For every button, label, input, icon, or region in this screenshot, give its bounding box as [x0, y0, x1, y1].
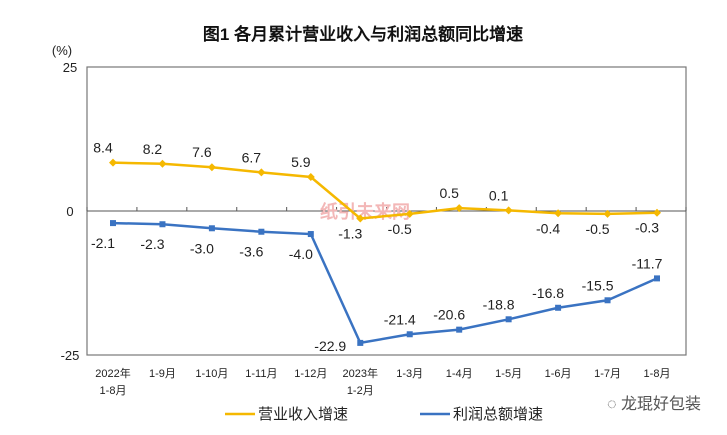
data-label: -22.9 — [314, 338, 346, 354]
data-label: -4.0 — [289, 246, 313, 262]
x-tick-label: 1-5月 — [495, 368, 522, 380]
data-point — [604, 297, 611, 304]
data-point — [159, 221, 166, 228]
data-label: 7.6 — [192, 144, 212, 160]
data-point — [456, 326, 463, 333]
data-label: 0.5 — [439, 185, 459, 201]
data-point — [554, 209, 563, 218]
x-tick-label: 1-6月 — [545, 368, 572, 380]
data-point — [208, 225, 215, 232]
data-point — [357, 339, 364, 346]
y-tick-label: -25 — [61, 348, 80, 363]
data-point — [257, 168, 266, 177]
data-point — [555, 304, 562, 311]
data-label: -0.4 — [536, 220, 560, 236]
chart-title: 图1 各月累计营业收入与利润总额同比增速 — [203, 24, 523, 44]
x-tick-label: 1-3月 — [396, 368, 423, 380]
data-label: -0.5 — [388, 221, 412, 237]
data-point — [110, 220, 116, 227]
x-tick-label: 1-9月 — [149, 368, 176, 380]
data-point — [158, 159, 167, 168]
data-point — [455, 204, 464, 213]
data-label: -15.5 — [582, 277, 614, 293]
x-tick-label: 1-7月 — [594, 368, 621, 380]
data-label: -0.3 — [635, 220, 659, 236]
data-label: -20.6 — [433, 307, 465, 323]
data-label: -2.3 — [140, 236, 164, 252]
data-label: -1.3 — [338, 225, 362, 241]
data-label: -3.6 — [239, 244, 263, 260]
x-tick-label: 1-8月 — [644, 368, 671, 380]
data-point — [356, 214, 365, 223]
data-point — [653, 208, 661, 217]
data-label: 8.4 — [93, 140, 113, 156]
data-point — [504, 206, 513, 215]
legend-label: 利润总额增速 — [453, 406, 543, 423]
x-tick-label: 2023年 — [343, 366, 378, 380]
data-label: 6.7 — [242, 149, 262, 165]
data-point — [405, 209, 414, 218]
x-tick-label: 1-4月 — [446, 368, 473, 380]
x-tick-label: 1-8月 — [100, 385, 127, 397]
data-label: -18.8 — [483, 296, 515, 312]
y-axis-label: (%) — [52, 43, 72, 58]
data-label: 8.2 — [143, 141, 163, 157]
x-tick-label: 1-2月 — [347, 385, 374, 397]
series-line-2 — [112, 221, 658, 345]
y-tick-label: 0 — [66, 204, 73, 219]
data-point — [406, 331, 413, 338]
data-label: -0.5 — [585, 221, 609, 237]
x-tick-label: 1-12月 — [294, 368, 327, 380]
x-tick-label: 1-11月 — [245, 368, 277, 380]
data-label: -3.0 — [190, 240, 214, 256]
data-label: -21.4 — [384, 311, 416, 327]
data-label: -16.8 — [532, 285, 564, 301]
data-point — [505, 316, 512, 323]
data-point — [258, 228, 265, 235]
x-tick-label: 1-10月 — [195, 368, 228, 380]
data-label: -11.7 — [632, 255, 663, 271]
data-point — [306, 173, 315, 182]
data-label: -2.1 — [91, 235, 115, 251]
series-line-1 — [112, 161, 658, 220]
wechat-watermark: ◌ 龙琨好包装 — [607, 395, 701, 413]
data-point — [207, 163, 216, 172]
data-point — [603, 209, 612, 218]
data-point — [654, 275, 660, 282]
legend-label: 营业收入增速 — [258, 406, 348, 423]
x-tick-label: 2022年 — [95, 366, 130, 380]
y-tick-label: 25 — [63, 60, 77, 75]
data-label: 5.9 — [291, 154, 311, 170]
data-point — [109, 158, 117, 167]
data-point — [307, 231, 314, 238]
data-label: 0.1 — [489, 187, 509, 203]
